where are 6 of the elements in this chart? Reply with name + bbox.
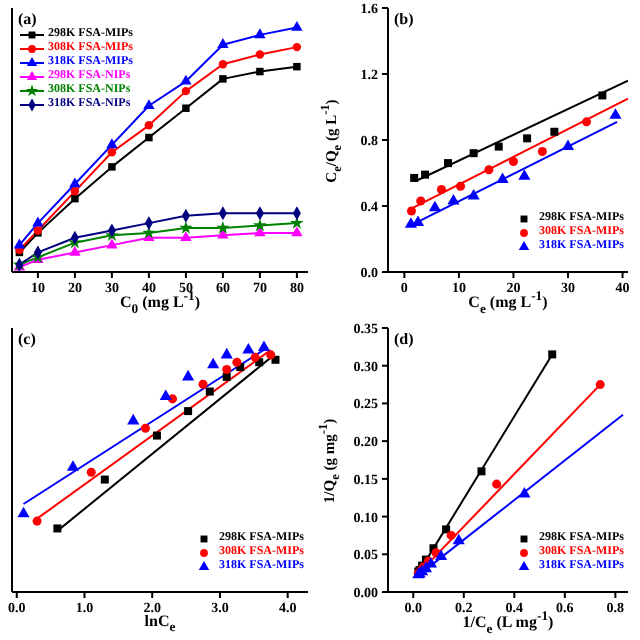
chart-title: (d) bbox=[394, 330, 414, 348]
chart-title: (a) bbox=[18, 10, 37, 28]
x-axis-title: C$_{e}$ (mg L$^{-1}$) bbox=[468, 289, 548, 316]
chart-title: (c) bbox=[18, 330, 36, 348]
chart-title: (b) bbox=[394, 10, 414, 28]
x-axis-title: lnC$_{e}$ bbox=[144, 612, 176, 636]
